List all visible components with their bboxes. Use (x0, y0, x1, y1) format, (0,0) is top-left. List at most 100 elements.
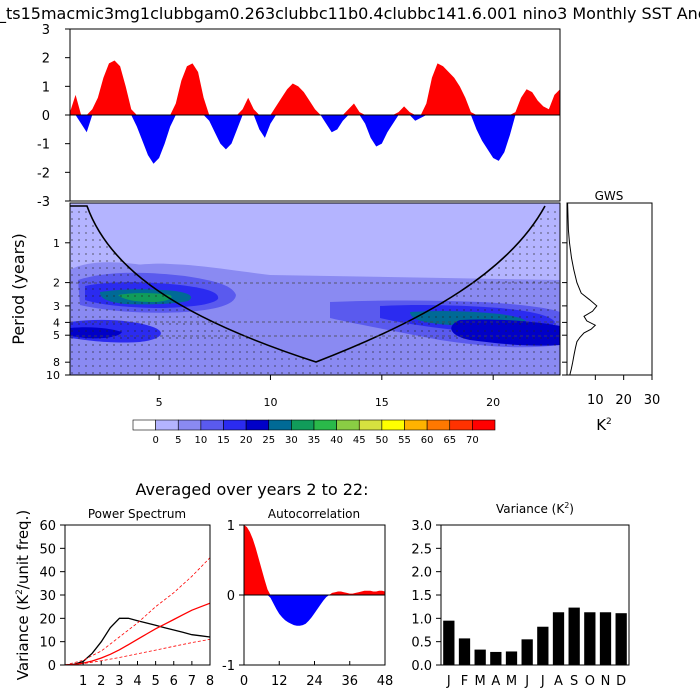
colorbar-label: 20 (240, 435, 253, 446)
colorbar-swatch (132, 419, 156, 431)
wavelet-xtick-label: 10 (263, 396, 277, 409)
wavelet-frame (69, 202, 561, 376)
ps-xtick-label: 1 (79, 674, 87, 689)
top-title: _ts15macmic3mg1clubbgam0.263clubbc11b0.4… (0, 4, 700, 24)
wavelet-ylabel: Period (years) (9, 233, 28, 345)
colorbar-label: 45 (353, 435, 366, 446)
timeseries-y-axis: 3 2 1 0 -1 -2 -3 (37, 23, 70, 210)
var-ytick-label: 2.5 (411, 542, 432, 557)
ac-ytick-label: 0 (227, 589, 235, 604)
colorbar-swatch (381, 419, 405, 431)
var-xtick-label: A (554, 674, 563, 689)
colorbar-label: 60 (421, 435, 434, 446)
wavelet-y-axis: 1 2 3 45 810 (46, 237, 70, 382)
ps-series-line (65, 557, 210, 665)
wavelet-ytick-label: 3 (53, 300, 60, 313)
ps-ytick-label: 30 (39, 589, 56, 604)
ts-ytick-label: -1 (37, 138, 50, 153)
colorbar-swatch (177, 419, 202, 431)
ps-ytick-label: 20 (39, 612, 56, 627)
variance-bar (552, 612, 565, 665)
ps-series (65, 557, 210, 665)
wavelet-xtick-label: 20 (486, 396, 500, 409)
colorbar-label: 0 (152, 435, 158, 446)
var-xtick-label: A (491, 674, 500, 689)
ac-positive-area (244, 525, 385, 595)
ps-title: Power Spectrum (88, 507, 186, 521)
ac-xtick-label: 48 (377, 674, 394, 689)
colorbar-swatch (358, 419, 383, 431)
var-xtick-label: S (570, 674, 578, 689)
gws-title: GWS (595, 189, 624, 203)
variance-bar (568, 607, 580, 665)
colorbar: 0 5 10 15 20 25 30 35 40 45 50 55 60 65 70 (132, 419, 496, 446)
variance-bar (443, 620, 455, 665)
colorbar-label: 55 (398, 435, 411, 446)
ac-title: Autocorrelation (268, 507, 360, 521)
ps-ylabel: Variance (K2/unit freq.) (14, 510, 32, 680)
colorbar-swatch (313, 419, 337, 431)
ps-xtick-label: 2 (97, 674, 105, 689)
gws-line (567, 202, 598, 376)
colorbar-swatch (200, 419, 224, 431)
ps-xtick-label: 4 (133, 674, 141, 689)
ac-series (244, 525, 385, 626)
gws-xtick-label: 10 (587, 393, 604, 408)
ts-ytick-label: 2 (42, 52, 50, 67)
cone-of-influence (70, 205, 546, 363)
variance-bar (615, 613, 627, 665)
ac-ytick-label: 1 (227, 519, 235, 534)
var-ytick-label: 0.5 (411, 636, 432, 651)
gws-xtick-label: 20 (615, 393, 632, 408)
sst-negative-area (70, 115, 560, 164)
colorbar-swatch (449, 419, 473, 431)
ps-series-line (65, 602, 210, 665)
var-ytick-label: 1.0 (411, 612, 432, 627)
ac-xtick-label: 0 (240, 674, 248, 689)
wavelet-spectrum (70, 203, 560, 375)
ps-ytick-label: 10 (39, 636, 56, 651)
var-axes: J F M A M J J A S O N D0.00.51.01.52.02.53.0 (411, 519, 626, 689)
ps-series-line (65, 638, 210, 665)
gws-frame (566, 202, 653, 376)
var-xtick-label: J (446, 674, 451, 689)
var-ytick-label: 1.5 (411, 589, 432, 604)
gws-axes: 10 20 30 (562, 242, 660, 408)
var-xtick-label: N (601, 674, 611, 689)
variance-bar (521, 639, 533, 665)
ac-xtick-label: 36 (341, 674, 358, 689)
variance-bar (584, 612, 596, 665)
var-xtick-label: O (585, 674, 595, 689)
variance-bar (505, 651, 518, 665)
ac-ytick-label: -1 (222, 659, 235, 674)
ts-ytick-label: 3 (42, 23, 50, 38)
colorbar-swatch (155, 419, 179, 431)
colorbar-label: 10 (195, 435, 208, 446)
ps-ytick-label: 60 (39, 519, 56, 534)
colorbar-label: 70 (466, 435, 479, 446)
colorbar-label: 65 (443, 435, 456, 446)
wavelet-ytick-label: 1 (53, 237, 60, 250)
averaged-title: Averaged over years 2 to 22: (136, 480, 369, 499)
ps-ytick-label: 50 (39, 542, 56, 557)
wavelet-ytick-label: 5 (53, 329, 60, 342)
sst-positive-area (70, 60, 560, 115)
colorbar-swatch (245, 419, 270, 431)
wavelet-xtick-label: 15 (375, 396, 389, 409)
var-ytick-label: 0.0 (411, 659, 432, 674)
colorbar-swatch (268, 419, 292, 431)
colorbar-label: 25 (262, 435, 275, 446)
wavelet-x-axis: 5 10 15 20 (156, 375, 500, 409)
ps-xtick-label: 7 (188, 674, 196, 689)
ps-xtick-label: 5 (151, 674, 159, 689)
wavelet-xtick-label: 5 (156, 396, 163, 409)
variance-bar (474, 649, 486, 665)
variance-bars (443, 607, 627, 665)
colorbar-label: 5 (175, 435, 181, 446)
var-xtick-label: M (506, 674, 517, 689)
ps-axes: 1 2 3 4 5 6 7 8 0 10 20 30 40 50 60 (39, 519, 214, 689)
var-xtick-label: M (475, 674, 486, 689)
ps-xtick-label: 6 (170, 674, 178, 689)
